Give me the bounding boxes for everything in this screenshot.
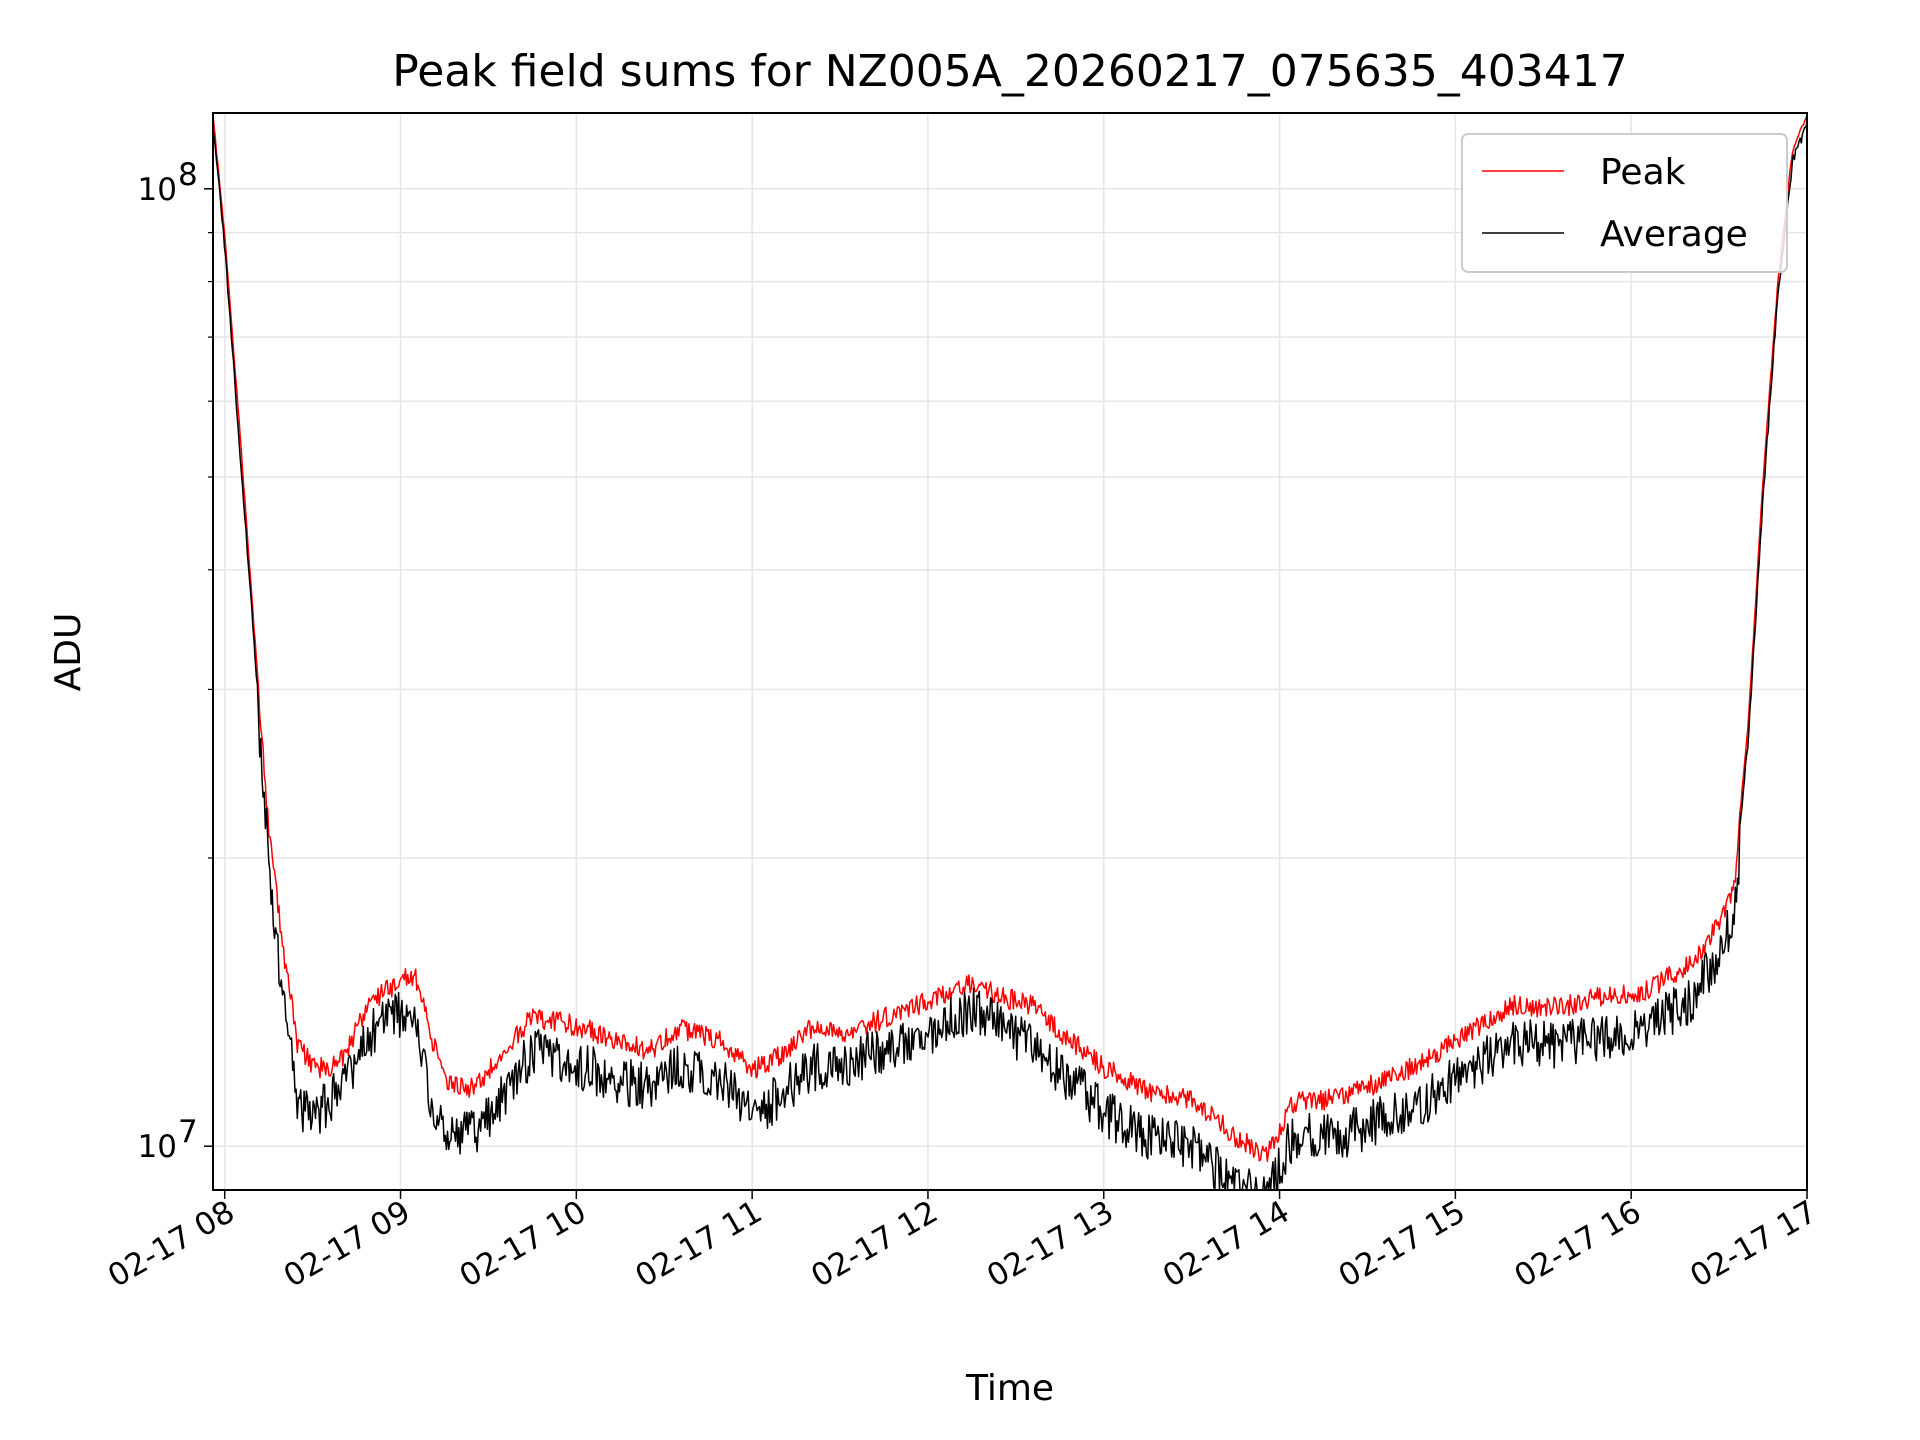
plot-frame [212,112,1808,1191]
x-tick-label: 02-17 12 [805,1194,944,1295]
x-axis: 02-17 08 02-17 09 02-17 10 02-17 11 02-17 12… [102,1190,1823,1295]
x-tick-label: 02-17 08 [102,1194,241,1295]
y-axis-label: ADU [48,613,89,692]
x-tick-label: 02-17 10 [454,1194,593,1295]
series-group [212,114,1808,1191]
x-tick-label: 02-17 16 [1508,1194,1647,1295]
x-tick-label: 02-17 09 [278,1194,417,1295]
y-tick-label: 10 [138,1129,177,1165]
x-axis-label: Time [965,1368,1054,1409]
legend-label-average: Average [1600,214,1748,255]
chart-title: Peak field sums for NZ005A_20260217_0756… [392,46,1627,97]
legend: Peak Average [1461,133,1788,273]
x-tick-label: 02-17 11 [629,1194,768,1295]
series-line-average [212,121,1808,1191]
legend-label-peak: Peak [1600,152,1686,193]
x-tick-label: 02-17 13 [981,1194,1120,1295]
y-tick-exponent: 8 [178,157,198,193]
series-line-peak [212,114,1808,1163]
x-tick-label: 02-17 15 [1333,1194,1472,1295]
x-tick-label: 02-17 17 [1684,1194,1823,1295]
legend-box [1461,133,1788,273]
y-tick-exponent: 7 [178,1114,198,1150]
y-tick-label: 10 [138,172,177,208]
x-tick-label: 02-17 14 [1157,1194,1296,1295]
